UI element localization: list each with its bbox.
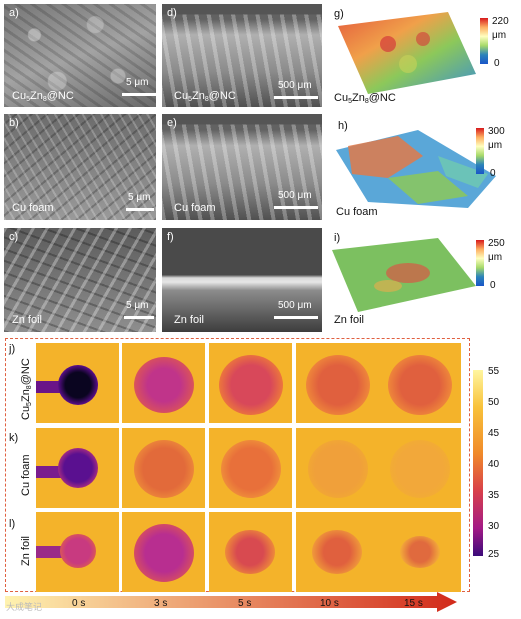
watermark: 大成笔记 — [6, 602, 43, 612]
scale-bar-label-e: 500 μm — [278, 190, 312, 201]
colorbar-h-min: 0 — [490, 168, 496, 179]
colorbar-tick-40: 40 — [488, 459, 500, 470]
thermal-j-5s — [209, 343, 292, 423]
thermal-l-15s — [378, 512, 461, 592]
panel-letter-f: f) — [167, 231, 174, 243]
thermal-j-10s — [296, 343, 379, 423]
panel-a-label: Cu5Zn8@NC — [12, 90, 74, 103]
scale-bar-label-a: 5 μm — [126, 77, 149, 88]
sem-panel-e: e) Cu foam 500 μm — [162, 114, 322, 220]
scale-bar-label-c: 5 μm — [126, 300, 149, 311]
panel-g-label: Cu5Zn8@NC — [334, 92, 396, 105]
panel-letter-j: j) — [9, 343, 16, 355]
scale-bar-a — [122, 93, 156, 96]
panel-letter-l: l) — [9, 518, 16, 530]
panel-letter-g: g) — [334, 8, 344, 20]
panel-b-label: Cu foam — [12, 202, 54, 214]
colorbar-h — [476, 128, 484, 174]
colorbar-tick-30: 30 — [488, 521, 500, 532]
colorbar-i-unit: μm — [488, 252, 503, 263]
scale-bar-d — [274, 96, 318, 99]
scale-bar-label-f: 500 μm — [278, 300, 312, 311]
colorbar-g — [480, 18, 488, 64]
panel-letter-h: h) — [338, 120, 348, 132]
row-label-j: Cu5Zn8@NC — [20, 358, 33, 420]
panel-letter-b: b) — [9, 117, 19, 129]
topo-surface-h — [336, 130, 496, 208]
topo-panel-h: h) Cu foam 300 μm 0 — [328, 116, 518, 222]
temperature-colorbar — [473, 370, 483, 556]
sem-panel-d: d) Cu5Zn8@NC 500 μm — [162, 4, 322, 107]
time-label-0s: 0 s — [72, 598, 86, 609]
thermal-k-3s — [122, 428, 205, 508]
colorbar-tick-35: 35 — [488, 490, 500, 501]
scale-bar-b — [126, 208, 154, 211]
thermal-j-0s — [36, 343, 119, 423]
time-label-3s: 3 s — [154, 598, 168, 609]
sem-panel-b: b) Cu foam 5 μm — [4, 114, 156, 220]
colorbar-i-max: 250 — [488, 238, 505, 249]
panel-e-label: Cu foam — [174, 202, 216, 214]
scale-bar-e — [274, 206, 318, 209]
colorbar-h-max: 300 — [488, 126, 505, 137]
colorbar-i — [476, 240, 484, 286]
colorbar-i-min: 0 — [490, 280, 496, 291]
panel-letter-a: a) — [9, 7, 19, 19]
topo-surface-g — [338, 12, 476, 94]
time-label-10s: 10 s — [320, 598, 339, 609]
scale-bar-label-b: 5 μm — [128, 192, 151, 203]
scale-bar-f — [274, 316, 318, 319]
colorbar-g-unit: μm — [492, 30, 507, 41]
panel-letter-c: c) — [9, 231, 19, 243]
panel-d-label: Cu5Zn8@NC — [174, 90, 236, 103]
colorbar-tick-45: 45 — [488, 428, 500, 439]
colorbar-tick-55: 55 — [488, 366, 500, 377]
topo-panel-i: i) Zn foil 250 μm 0 — [328, 228, 518, 332]
time-label-5s: 5 s — [238, 598, 252, 609]
panel-letter-i: i) — [334, 232, 341, 244]
thermal-k-5s — [209, 428, 292, 508]
sem-panel-a: a) Cu5Zn8@NC 5 μm — [4, 4, 156, 107]
colorbar-g-max: 220 — [492, 16, 509, 27]
thermal-k-0s — [36, 428, 119, 508]
topo-surface-i — [332, 238, 476, 312]
thermal-k-10s — [296, 428, 379, 508]
row-label-k: Cu foam — [20, 454, 32, 496]
colorbar-g-min: 0 — [494, 58, 500, 69]
panel-c-label: Zn foil — [12, 314, 42, 326]
thermal-j-15s — [378, 343, 461, 423]
thermal-l-0s — [36, 512, 119, 592]
time-label-15s: 15 s — [404, 598, 423, 609]
thermal-l-3s — [122, 512, 205, 592]
topo-panel-g: g) Cu5Zn8@NC 220 μm 0 — [328, 4, 518, 108]
panel-letter-k: k) — [9, 432, 19, 444]
sem-panel-f: f) Zn foil 500 μm — [162, 228, 322, 332]
panel-i-label: Zn foil — [334, 314, 364, 326]
colorbar-h-unit: μm — [488, 140, 503, 151]
row-label-l: Zn foil — [20, 536, 32, 566]
thermal-j-3s — [122, 343, 205, 423]
thermal-k-15s — [378, 428, 461, 508]
panel-letter-e: e) — [167, 117, 177, 129]
colorbar-tick-50: 50 — [488, 397, 500, 408]
panel-f-label: Zn foil — [174, 314, 204, 326]
panel-letter-d: d) — [167, 7, 177, 19]
time-arrow — [5, 592, 457, 612]
sem-panel-c: c) Zn foil 5 μm — [4, 228, 156, 332]
colorbar-tick-25: 25 — [488, 549, 500, 560]
panel-h-label: Cu foam — [336, 206, 378, 218]
thermal-l-10s — [296, 512, 379, 592]
scale-bar-c — [124, 316, 154, 319]
thermal-l-5s — [209, 512, 292, 592]
scale-bar-label-d: 500 μm — [278, 80, 312, 91]
